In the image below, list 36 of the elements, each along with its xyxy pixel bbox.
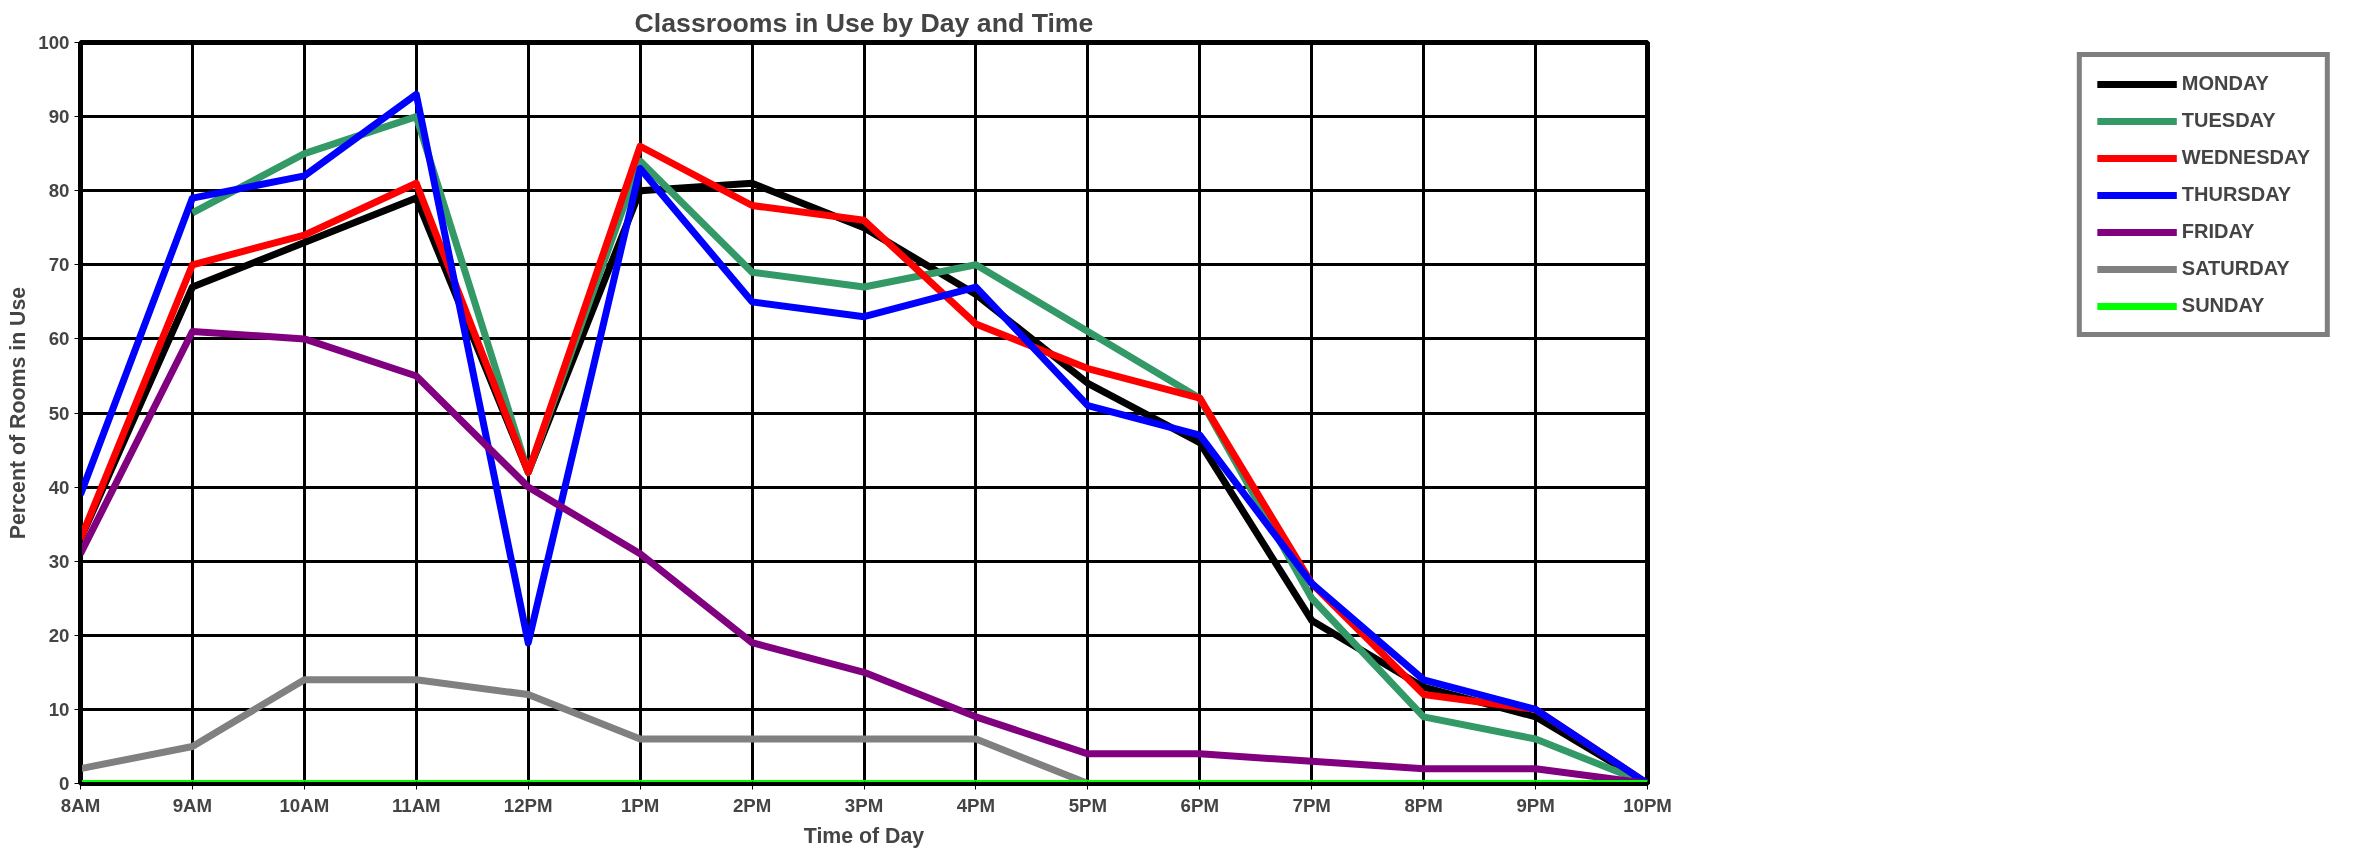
x-tick-label: 12PM: [503, 794, 553, 816]
x-tick-label: 4PM: [956, 794, 996, 816]
legend-label: SUNDAY: [2181, 294, 2265, 317]
y-tick-label: 10: [48, 698, 70, 720]
x-tick-label: 2PM: [732, 794, 772, 816]
x-tick-label: 5PM: [1068, 794, 1108, 816]
legend-label: TUESDAY: [2181, 109, 2276, 132]
legend-label: THURSDAY: [2181, 183, 2292, 206]
x-tick-label: 8PM: [1404, 794, 1443, 816]
x-tick-label: 1PM: [620, 794, 660, 816]
y-axis-title: Percent of Rooms in Use: [6, 286, 31, 540]
y-tick-label: 70: [48, 254, 70, 276]
legend-label: MONDAY: [2181, 72, 2269, 95]
y-tick-label: 0: [59, 773, 70, 794]
y-tick-label: 40: [48, 476, 70, 498]
x-tick-label: 7PM: [1292, 794, 1331, 816]
x-tick-label: 10AM: [279, 794, 330, 816]
legend-label: FRIDAY: [2181, 220, 2255, 243]
legend-label: WEDNESDAY: [2181, 146, 2310, 169]
x-tick-label: 3PM: [844, 794, 884, 816]
x-axis-title: Time of Day: [803, 823, 925, 848]
y-tick-label: 80: [48, 180, 70, 202]
chart-title: Classrooms in Use by Day and Time: [634, 7, 1094, 38]
y-tick-label: 50: [48, 402, 70, 424]
x-tick-label: 11AM: [391, 794, 441, 816]
y-tick-label: 90: [48, 106, 70, 128]
x-tick-label: 10PM: [1623, 794, 1672, 816]
x-tick-label: 9PM: [1516, 794, 1555, 816]
y-tick-label: 60: [48, 328, 70, 350]
x-tick-label: 6PM: [1180, 794, 1219, 816]
y-tick-label: 100: [38, 32, 70, 53]
y-tick-label: 30: [48, 550, 70, 572]
y-tick-label: 20: [48, 624, 70, 646]
x-tick-label: 8AM: [60, 794, 101, 816]
x-tick-label: 9AM: [172, 794, 213, 816]
legend-label: SATURDAY: [2181, 257, 2290, 280]
